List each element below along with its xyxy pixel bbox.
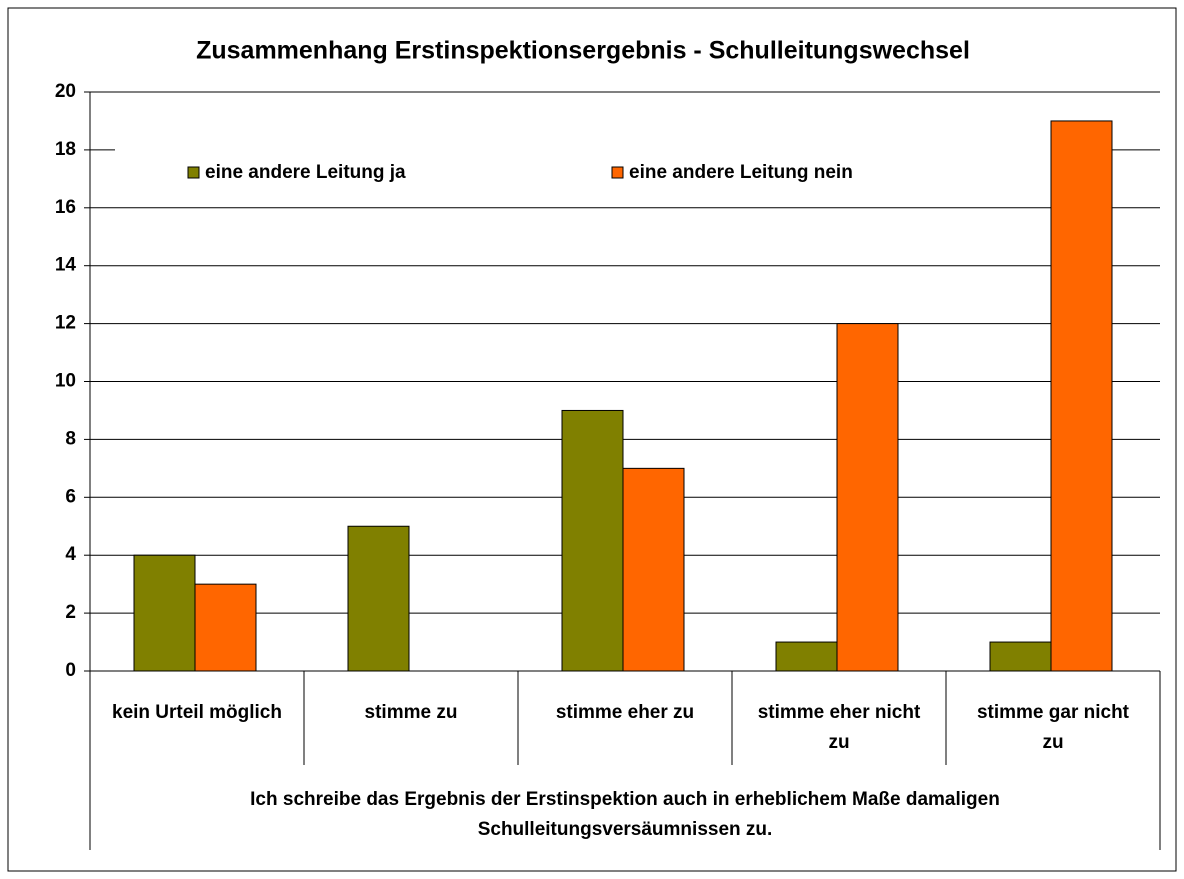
y-tick-label: 10 [55, 371, 76, 392]
legend-label: eine andere Leitung ja [205, 162, 406, 183]
bar [775, 641, 838, 672]
legend-swatch [611, 166, 624, 179]
legend-swatch [187, 166, 200, 179]
chart-title: Zusammenhang Erstinspektionsergebnis - S… [196, 37, 970, 65]
x-axis-title-text: Ich schreibe das Ergebnis der Erstinspek… [250, 789, 1000, 840]
y-tick-label: 2 [65, 602, 76, 623]
x-tick-label: kein Urteil möglich [112, 702, 282, 723]
y-tick-label: 20 [55, 81, 76, 102]
legend-box [115, 138, 1105, 202]
bar [194, 583, 257, 672]
bar [836, 323, 899, 672]
x-axis-title: Ich schreibe das Ergebnis der Erstinspek… [90, 785, 1160, 845]
y-tick-label: 14 [55, 255, 77, 276]
y-tick-label: 12 [55, 313, 76, 334]
y-tick-label: 18 [55, 139, 76, 160]
legend-label: eine andere Leitung nein [629, 162, 853, 183]
y-tick-label: 4 [65, 544, 76, 565]
bar [1050, 120, 1113, 672]
y-tick-label: 0 [65, 660, 76, 681]
x-tick-label: stimme eher nicht zu [757, 702, 921, 753]
bar [347, 525, 410, 672]
bar [133, 554, 196, 672]
y-tick-label: 8 [65, 428, 76, 449]
bar [622, 467, 685, 672]
y-tick-label: 16 [55, 197, 76, 218]
bar [989, 641, 1052, 672]
y-tick-label: 6 [65, 486, 76, 507]
x-tick-label: stimme gar nicht zu [976, 702, 1130, 753]
x-tick-label: stimme zu [364, 702, 458, 723]
bar [561, 409, 624, 672]
x-tick-label: stimme eher zu [555, 702, 695, 723]
